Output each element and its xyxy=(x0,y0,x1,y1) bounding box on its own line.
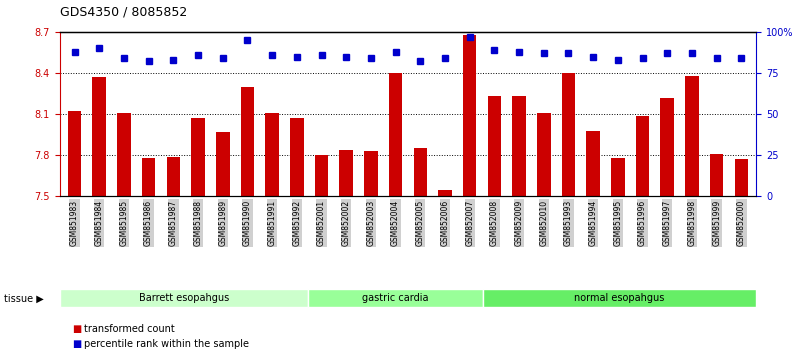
Bar xyxy=(314,155,328,196)
Text: percentile rank within the sample: percentile rank within the sample xyxy=(84,339,248,349)
Text: ■: ■ xyxy=(72,339,81,349)
Text: GSM851989: GSM851989 xyxy=(218,200,227,246)
Text: GSM852006: GSM852006 xyxy=(440,200,450,246)
Bar xyxy=(537,113,551,196)
Bar xyxy=(166,157,180,196)
Bar xyxy=(117,113,131,196)
Bar xyxy=(587,131,600,196)
Bar xyxy=(735,159,748,196)
Bar xyxy=(265,113,279,196)
Bar xyxy=(68,112,81,196)
Text: GSM851988: GSM851988 xyxy=(193,200,202,246)
Text: GSM851986: GSM851986 xyxy=(144,200,153,246)
Bar xyxy=(463,35,477,196)
Text: GSM851997: GSM851997 xyxy=(663,200,672,246)
Bar xyxy=(413,148,427,196)
Bar xyxy=(562,73,576,196)
Text: GSM851987: GSM851987 xyxy=(169,200,178,246)
Text: ■: ■ xyxy=(72,324,81,333)
Text: GSM852003: GSM852003 xyxy=(366,200,376,246)
Text: GSM851984: GSM851984 xyxy=(95,200,103,246)
Bar xyxy=(439,190,452,196)
Bar xyxy=(240,87,254,196)
Text: GSM851985: GSM851985 xyxy=(119,200,128,246)
Text: transformed count: transformed count xyxy=(84,324,174,333)
Bar xyxy=(92,77,106,196)
Text: GSM851993: GSM851993 xyxy=(564,200,573,246)
Bar xyxy=(611,158,625,196)
Text: GSM851983: GSM851983 xyxy=(70,200,79,246)
Bar xyxy=(488,96,501,196)
Text: GSM851995: GSM851995 xyxy=(614,200,622,246)
Bar xyxy=(216,132,229,196)
Text: GSM852001: GSM852001 xyxy=(317,200,326,246)
Text: GSM852000: GSM852000 xyxy=(737,200,746,246)
Bar xyxy=(710,154,724,196)
Bar xyxy=(388,73,403,196)
Text: GSM852004: GSM852004 xyxy=(391,200,400,246)
Text: GSM852009: GSM852009 xyxy=(514,200,524,246)
Bar xyxy=(364,151,377,196)
Bar xyxy=(661,98,674,196)
Text: GSM851996: GSM851996 xyxy=(638,200,647,246)
Text: normal esopahgus: normal esopahgus xyxy=(574,293,665,303)
FancyBboxPatch shape xyxy=(482,290,756,307)
Text: GSM851994: GSM851994 xyxy=(589,200,598,246)
Text: GSM851991: GSM851991 xyxy=(267,200,276,246)
FancyBboxPatch shape xyxy=(308,290,482,307)
Text: GSM851998: GSM851998 xyxy=(688,200,696,246)
Text: GSM852010: GSM852010 xyxy=(540,200,548,246)
Bar xyxy=(513,96,526,196)
Text: GSM852007: GSM852007 xyxy=(465,200,474,246)
Text: GSM852005: GSM852005 xyxy=(416,200,425,246)
Text: GSM852002: GSM852002 xyxy=(341,200,351,246)
Bar xyxy=(339,150,353,196)
Bar xyxy=(142,158,155,196)
Text: Barrett esopahgus: Barrett esopahgus xyxy=(139,293,229,303)
Bar xyxy=(636,115,650,196)
Text: GSM851990: GSM851990 xyxy=(243,200,252,246)
Bar xyxy=(290,118,303,196)
Text: GSM851999: GSM851999 xyxy=(712,200,721,246)
Text: GSM851992: GSM851992 xyxy=(292,200,302,246)
Bar xyxy=(685,76,699,196)
Bar xyxy=(191,118,205,196)
Text: gastric cardia: gastric cardia xyxy=(362,293,429,303)
Text: tissue ▶: tissue ▶ xyxy=(4,293,44,303)
Text: GSM852008: GSM852008 xyxy=(490,200,499,246)
Text: GDS4350 / 8085852: GDS4350 / 8085852 xyxy=(60,5,187,18)
FancyBboxPatch shape xyxy=(60,290,308,307)
